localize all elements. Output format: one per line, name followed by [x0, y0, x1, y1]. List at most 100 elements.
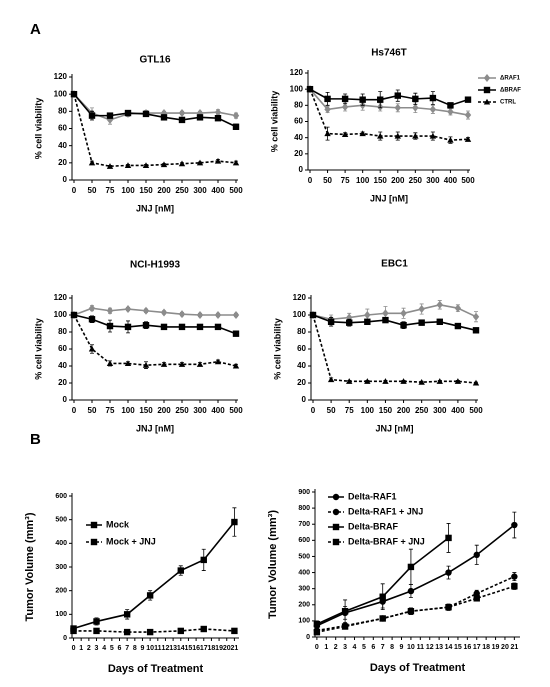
marker: [407, 587, 415, 595]
x-tick-label: 200: [157, 186, 171, 195]
marker: [382, 309, 389, 318]
series-line: [73, 314, 237, 367]
x-tick-label: 50: [327, 406, 336, 415]
x-tick-label: 300: [193, 186, 207, 195]
x-tick-label: 21: [231, 645, 239, 652]
series-line: [73, 93, 237, 128]
marker: [142, 361, 150, 368]
marker: [364, 378, 371, 384]
series-line: [309, 88, 469, 107]
marker: [341, 131, 349, 137]
series-line: [312, 314, 477, 384]
x-tick-label: 13: [435, 644, 443, 651]
marker: [142, 306, 150, 315]
marker: [160, 161, 168, 168]
marker: [123, 628, 131, 636]
y-tick-label: 400: [55, 540, 67, 547]
marker: [447, 107, 454, 116]
y-tick-label: 60: [58, 344, 67, 353]
marker: [90, 538, 98, 546]
y-tick-label: 60: [294, 117, 303, 126]
y-tick-label: 100: [298, 618, 310, 625]
marker: [88, 112, 96, 119]
x-tick-label: 19: [215, 645, 223, 652]
x-tick-label: 7: [381, 644, 385, 651]
marker: [332, 538, 340, 546]
marker: [341, 95, 349, 103]
marker: [196, 361, 204, 367]
marker: [436, 378, 443, 384]
x-tick-label: 14: [177, 645, 185, 652]
x-axis-label: Days of Treatment: [108, 663, 204, 675]
series-line: [309, 88, 469, 141]
y-tick-label: 120: [293, 293, 307, 302]
x-tick-label: 400: [444, 176, 458, 185]
x-tick-label: 15: [454, 644, 462, 651]
y-tick-label: 100: [293, 310, 307, 319]
x-tick-label: 16: [463, 644, 471, 651]
marker: [332, 523, 340, 531]
y-axis-label: % cell viability: [33, 98, 43, 160]
x-tick-label: 2: [87, 645, 91, 652]
y-tick-label: 200: [55, 588, 67, 595]
x-tick-label: 15: [185, 645, 193, 652]
marker: [88, 345, 96, 352]
x-tick-label: 200: [397, 406, 411, 415]
x-tick-label: 8: [390, 644, 394, 651]
marker: [327, 376, 335, 383]
marker: [324, 95, 331, 103]
x-tick-label: 75: [345, 406, 354, 415]
y-tick-label: 60: [58, 124, 67, 133]
series-line: [312, 314, 477, 332]
marker: [177, 627, 184, 635]
marker: [160, 361, 168, 367]
x-tick-label: 0: [308, 176, 313, 185]
x-tick-label: 100: [121, 406, 135, 415]
x-tick-label: 150: [139, 186, 153, 195]
marker: [464, 96, 472, 103]
marker: [429, 132, 437, 139]
marker: [407, 563, 415, 571]
marker: [472, 312, 480, 321]
x-tick-label: 75: [106, 186, 115, 195]
x-tick-label: 4: [102, 645, 106, 652]
y-tick-label: 120: [290, 68, 304, 77]
marker: [160, 114, 168, 121]
x-tick-label: 3: [343, 644, 347, 651]
y-tick-label: 60: [297, 344, 306, 353]
marker: [324, 105, 331, 114]
y-tick-label: 300: [55, 564, 67, 571]
marker: [178, 116, 186, 124]
x-axis-label: JNJ [nM]: [136, 423, 174, 433]
y-tick-label: 40: [297, 361, 306, 370]
x-tick-label: 400: [211, 406, 225, 415]
y-tick-label: 20: [58, 158, 67, 167]
y-tick-label: 200: [298, 602, 310, 609]
marker: [160, 109, 168, 118]
marker: [511, 521, 518, 529]
legend-label: ΔBRAF: [500, 88, 521, 94]
x-tick-label: 200: [391, 176, 405, 185]
marker: [379, 615, 386, 622]
x-tick-label: 50: [88, 406, 97, 415]
x-tick-label: 5: [110, 645, 114, 652]
y-tick-label: 100: [55, 611, 67, 618]
marker: [483, 74, 491, 82]
y-axis-label: Tumor Volume (mm³): [267, 510, 279, 619]
series-line: [73, 93, 237, 121]
marker: [418, 305, 425, 314]
marker: [106, 322, 114, 330]
y-tick-label: 100: [54, 89, 68, 98]
marker: [400, 322, 407, 329]
marker: [346, 319, 353, 326]
x-axis-label: Days of Treatment: [370, 662, 466, 674]
y-tick-label: 600: [55, 493, 67, 500]
marker: [200, 556, 207, 564]
x-tick-label: 250: [409, 176, 423, 185]
y-tick-label: 40: [58, 361, 67, 370]
series-line: [73, 93, 237, 168]
marker: [146, 628, 154, 636]
marker: [412, 95, 419, 103]
marker: [359, 96, 366, 103]
